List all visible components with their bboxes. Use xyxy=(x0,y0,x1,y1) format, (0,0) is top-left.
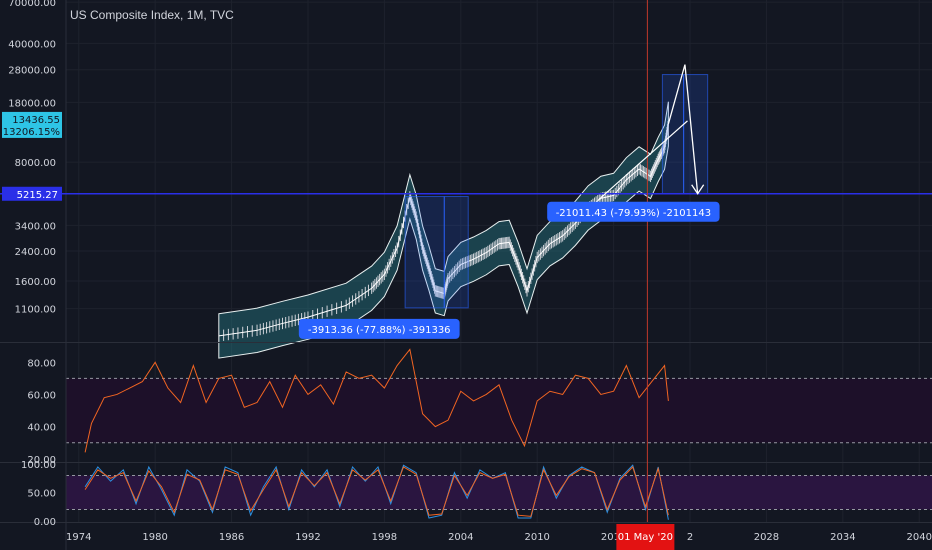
measure-label-bg xyxy=(298,318,460,339)
y-tick-label: 3400.00 xyxy=(15,221,56,232)
date-marker-value: 01 May '20 xyxy=(618,532,673,543)
x-tick-label: 2016 xyxy=(601,532,626,543)
y-tick-label: 28000.00 xyxy=(8,66,56,77)
y-tick-label: 18000.00 xyxy=(8,98,56,109)
stoch-band-fill xyxy=(66,475,932,510)
measure-label: -3913.36 (-77.88%) -391336 xyxy=(308,325,451,336)
last-change-value: +13206.15% xyxy=(0,127,60,138)
x-tick-label: 2034 xyxy=(830,532,855,543)
x-tick-label: 1998 xyxy=(372,532,397,543)
price-line xyxy=(218,123,669,337)
stoch-tick-label: 100.00 xyxy=(21,460,56,471)
chart-title: US Composite Index, 1M, TVC xyxy=(70,8,234,22)
stoch-d-line xyxy=(84,466,669,517)
x-tick-label: 2004 xyxy=(448,532,473,543)
measure-box[interactable] xyxy=(404,196,469,309)
stoch-tick-label: 50.00 xyxy=(27,489,56,500)
axis-tags: 13436.55+13206.15% 5215.27 01 May '20 xyxy=(0,111,675,550)
price-channel-band xyxy=(218,101,669,359)
level-tag-value: 5215.27 xyxy=(17,190,58,201)
stoch-tick-label: 0.00 xyxy=(34,517,56,528)
x-tick-label: 2040 xyxy=(907,532,932,543)
rsi-tick-label: 80.00 xyxy=(27,358,56,369)
trend-line[interactable] xyxy=(597,120,688,201)
last-price-tag xyxy=(2,111,62,138)
level-tag xyxy=(2,186,62,201)
projection-path[interactable] xyxy=(667,64,699,194)
date-marker-tag xyxy=(616,524,675,550)
rsi-tick-label: 20.00 xyxy=(27,455,56,466)
rsi-panel[interactable] xyxy=(84,348,669,453)
x-tick-label: 1974 xyxy=(66,532,91,543)
measure-label-bg xyxy=(547,201,720,222)
x-tick-label: 1980 xyxy=(142,532,167,543)
x-tick-label: 2010 xyxy=(524,532,549,543)
x-tick-label: 2 xyxy=(687,532,693,543)
drawing-overlays[interactable]: -3913.36 (-77.88%) -391336 -21011.43 (-79… xyxy=(0,0,932,522)
x-tick-label: 1986 xyxy=(219,532,244,543)
x-tick-label: 2028 xyxy=(754,532,779,543)
indicator-bands xyxy=(66,377,932,511)
y-tick-label: 1100.00 xyxy=(15,305,56,316)
y-tick-label: 8000.00 xyxy=(15,158,56,169)
y-tick-label: 40000.00 xyxy=(8,39,56,50)
last-price-value: 13436.55 xyxy=(12,115,60,126)
x-tick-label: 1992 xyxy=(295,532,320,543)
rsi-band-fill xyxy=(66,378,932,443)
measure-label: -21011.43 (-79.93%) -2101143 xyxy=(556,208,711,219)
rsi-line xyxy=(84,348,669,453)
y-tick-label: 2400.00 xyxy=(15,247,56,258)
rsi-tick-label: 40.00 xyxy=(27,423,56,434)
y-tick-label: 1600.00 xyxy=(15,277,56,288)
arrow-head-icon xyxy=(691,184,705,195)
measure-box[interactable] xyxy=(661,74,709,195)
stoch-k-line xyxy=(84,464,669,520)
y-tick-label: 70000.00 xyxy=(8,0,56,9)
stochastic-panel[interactable] xyxy=(84,464,669,520)
rsi-tick-label: 60.00 xyxy=(27,390,56,401)
